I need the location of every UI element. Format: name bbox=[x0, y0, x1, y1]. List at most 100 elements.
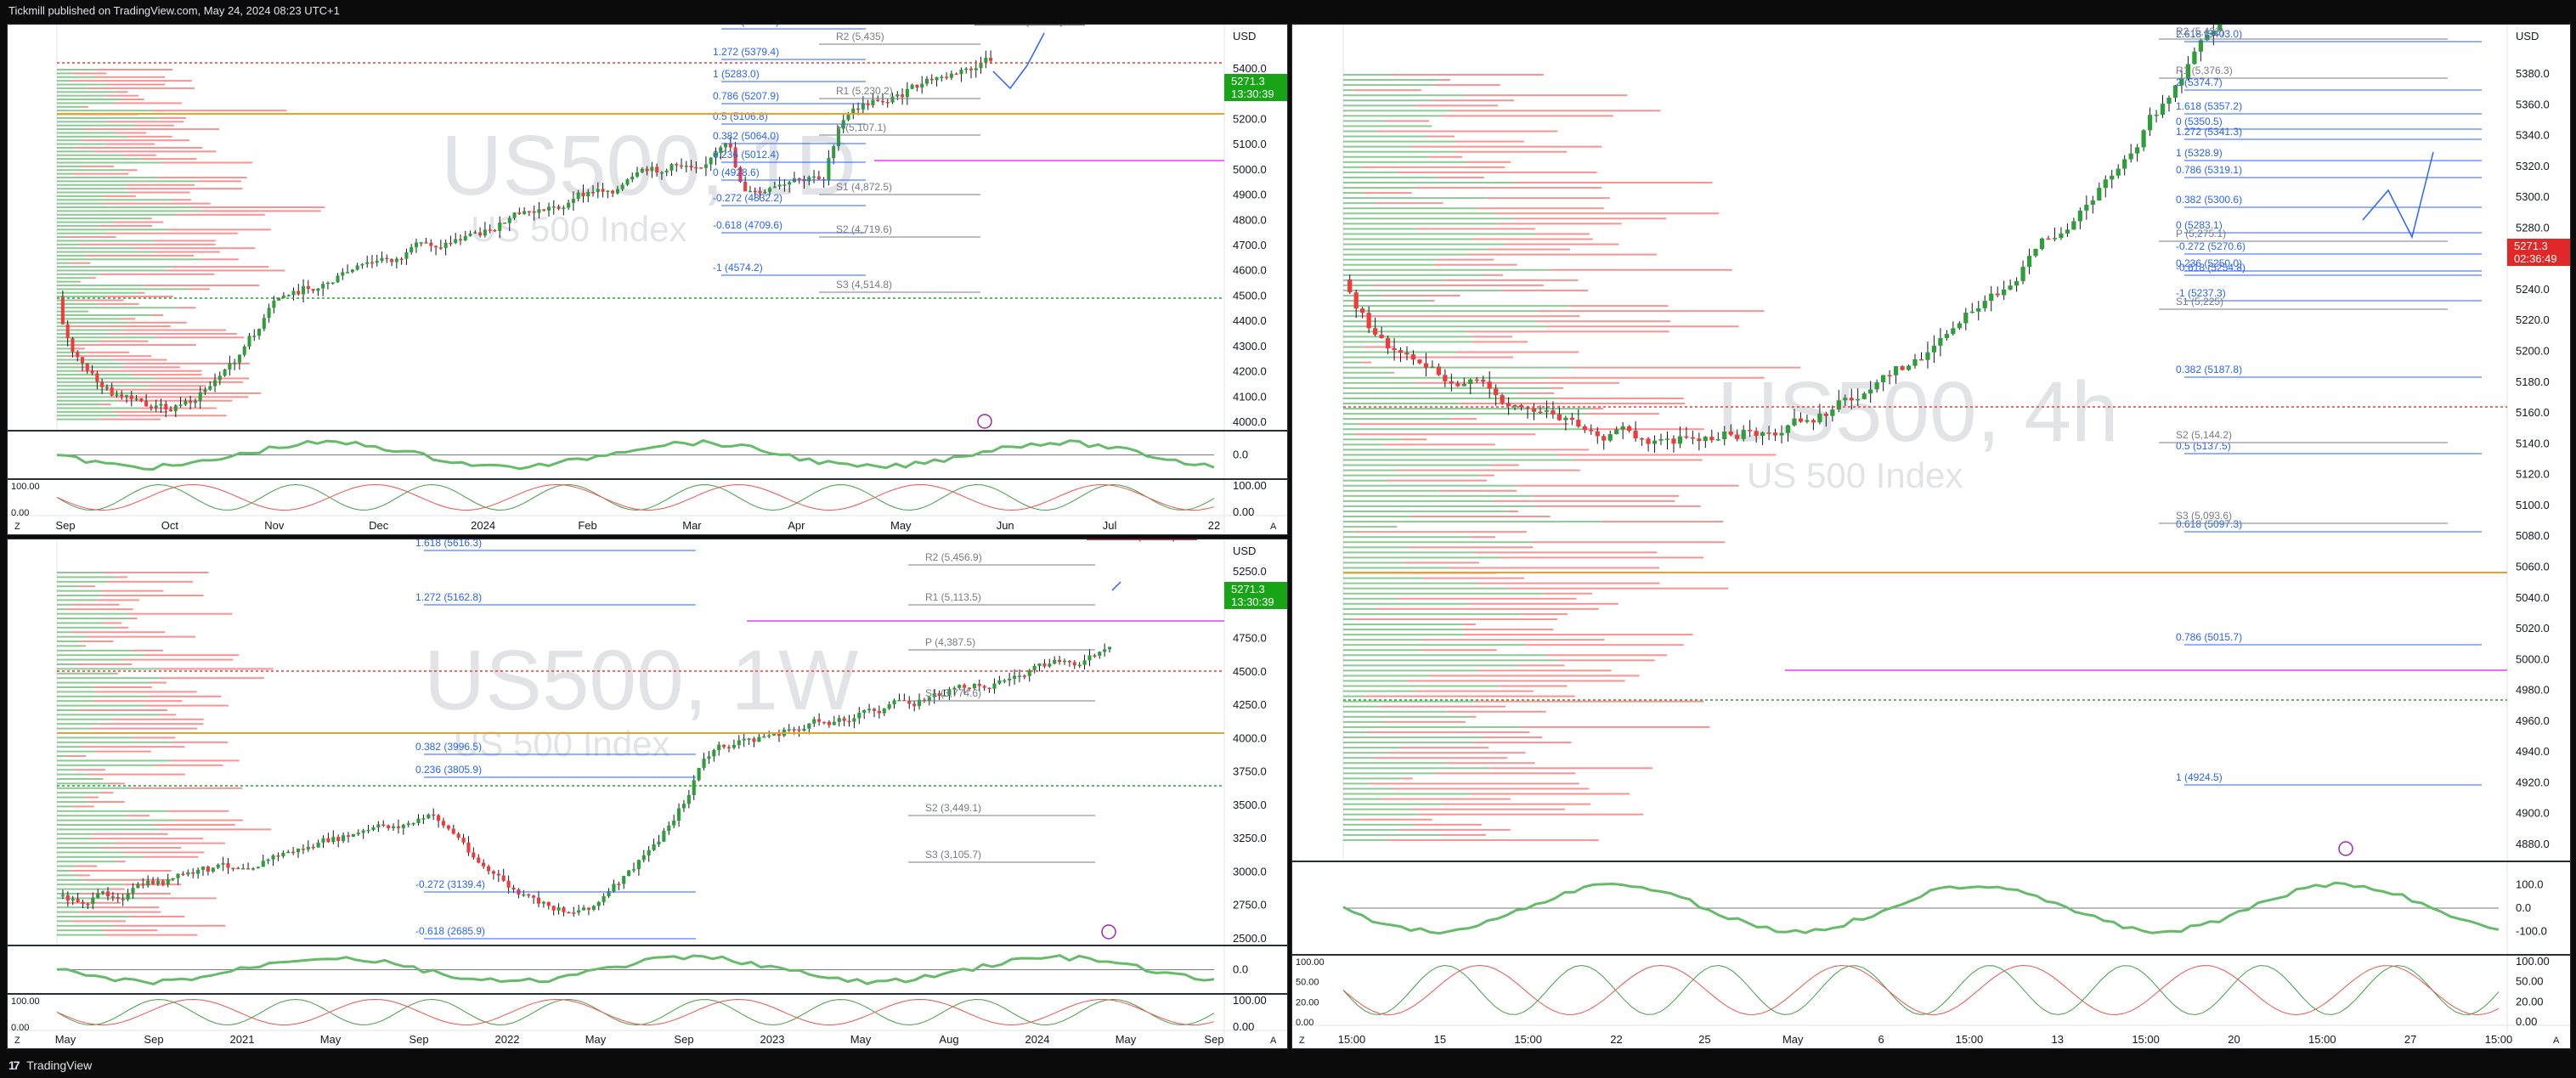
candle-body bbox=[1881, 375, 1886, 383]
fib-level-label: 0.786 (5015.7) bbox=[2176, 631, 2242, 643]
candle-body bbox=[1722, 431, 1727, 440]
time-tick-label: Feb bbox=[578, 519, 596, 532]
volume-profile-bar bbox=[1343, 104, 1417, 107]
candle-body bbox=[441, 821, 446, 826]
volume-profile-bar bbox=[87, 87, 195, 89]
volume-profile-bar bbox=[124, 329, 227, 331]
volume-profile-bar bbox=[103, 195, 136, 197]
alert-icon bbox=[977, 414, 992, 429]
volume-profile-bar bbox=[1353, 89, 1421, 92]
candle-body bbox=[989, 58, 993, 61]
volume-profile-bar bbox=[57, 191, 130, 194]
candle-body bbox=[236, 867, 240, 870]
volume-profile-bar bbox=[1474, 700, 1704, 703]
volume-profile-bar bbox=[101, 595, 204, 596]
candle-body bbox=[2084, 205, 2089, 211]
volume-profile-bar bbox=[1402, 777, 1413, 780]
volume-profile-bar bbox=[57, 296, 106, 298]
volume-profile-bar bbox=[1343, 438, 1403, 441]
price-tick-label: 5060.0 bbox=[2516, 560, 2550, 573]
fib-level-label: 0 (5283.1) bbox=[2176, 219, 2223, 231]
volume-profile-bar bbox=[1376, 130, 1558, 133]
volume-profile-bar bbox=[1343, 695, 1364, 697]
auto-scale-button-label: A bbox=[2553, 1036, 2560, 1046]
time-tick-label: Aug bbox=[939, 1033, 958, 1046]
volume-profile-bar bbox=[57, 210, 203, 212]
price-tick-label: 5200.0 bbox=[1233, 112, 1267, 125]
volume-profile-bar bbox=[1343, 346, 1364, 348]
countdown-label: 13:30:39 bbox=[1231, 87, 1274, 100]
volume-profile-bar bbox=[77, 280, 81, 283]
candle-body bbox=[1602, 436, 1607, 441]
candle-body bbox=[942, 695, 946, 697]
volume-profile-bar bbox=[115, 358, 167, 361]
price-tick-label: 5180.0 bbox=[2516, 375, 2550, 388]
price-tick-label: 5200.0 bbox=[2516, 345, 2550, 358]
candle-body bbox=[105, 891, 110, 897]
candle-body bbox=[2008, 285, 2013, 290]
candle-body bbox=[1098, 652, 1102, 656]
candle-body bbox=[321, 838, 325, 843]
volume-profile-bar bbox=[1440, 833, 1486, 836]
candle-body bbox=[1697, 438, 1702, 442]
volume-profile-bar bbox=[1343, 243, 1505, 246]
volume-profile-bar bbox=[1343, 397, 1557, 399]
volume-profile-bar bbox=[1443, 115, 1613, 117]
fib-level-label: 0.236 (5012.4) bbox=[713, 149, 779, 161]
candle-body bbox=[937, 693, 941, 696]
candle-body bbox=[256, 866, 260, 869]
volume-profile-bar bbox=[84, 796, 99, 799]
candle-body bbox=[1022, 675, 1026, 677]
level-label: (4088.0) bbox=[1138, 539, 1176, 542]
time-tick-label: May bbox=[890, 519, 912, 532]
candle-body bbox=[342, 835, 346, 841]
volume-profile-bar bbox=[57, 243, 80, 246]
volume-profile-bar bbox=[1343, 607, 1376, 610]
candle-body bbox=[134, 398, 138, 400]
candle-body bbox=[969, 68, 974, 71]
candle-body bbox=[203, 389, 207, 392]
volume-profile-bar bbox=[97, 599, 139, 601]
candle-body bbox=[797, 178, 801, 180]
candle-body bbox=[686, 795, 691, 804]
volume-profile-bar bbox=[57, 801, 89, 803]
price-tick-label: 4980.0 bbox=[2516, 684, 2550, 697]
volume-profile-bar bbox=[169, 229, 271, 231]
volume-profile-bar bbox=[1343, 737, 1483, 739]
candle-body bbox=[501, 875, 506, 881]
volume-profile-bar bbox=[1343, 838, 1388, 841]
volume-profile-bar bbox=[71, 631, 166, 634]
volume-profile-bar bbox=[57, 251, 155, 253]
volume-profile-bar bbox=[57, 87, 88, 89]
candle-body bbox=[522, 894, 526, 896]
volume-profile-bar bbox=[57, 146, 76, 149]
candle-body bbox=[1741, 430, 1746, 439]
price-tick-label: 4400.0 bbox=[1233, 314, 1267, 327]
candle-body bbox=[697, 767, 701, 781]
candle-body bbox=[336, 275, 340, 283]
volume-profile-bar bbox=[157, 176, 247, 178]
candle-body bbox=[456, 833, 460, 838]
candle-body bbox=[126, 893, 130, 900]
volume-profile-bar bbox=[57, 116, 161, 119]
candle-body bbox=[2147, 115, 2153, 131]
candle-body bbox=[1518, 405, 1524, 408]
candle-body bbox=[2160, 104, 2166, 116]
volume-profile-bar bbox=[1384, 720, 1466, 723]
volume-profile-bar bbox=[167, 810, 229, 812]
volume-profile-bar bbox=[1546, 654, 1668, 657]
candle-body bbox=[429, 242, 433, 246]
chart-panel-4h[interactable]: US500, 4h US 500 Index USD 5380.0 5360.0 5340… bbox=[1291, 24, 2571, 1049]
volume-profile-bar bbox=[1343, 556, 1500, 559]
candle-body bbox=[1735, 434, 1740, 439]
pivot-level-label: R2 (5,423) bbox=[2176, 25, 2224, 37]
candle-body bbox=[758, 190, 762, 194]
volume-profile-bar bbox=[1481, 274, 1504, 276]
volume-profile-bar bbox=[1343, 464, 1492, 466]
volume-profile-bar bbox=[1551, 268, 1732, 271]
